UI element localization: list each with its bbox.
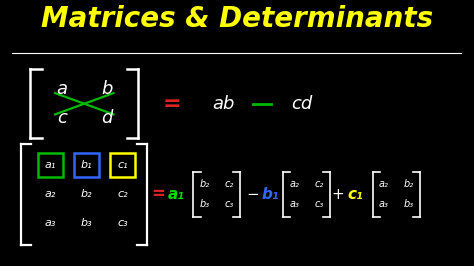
Text: c₁: c₁ [347, 187, 363, 202]
Text: =: = [163, 94, 181, 114]
Text: a₃: a₃ [45, 218, 56, 228]
Text: c₃: c₃ [117, 218, 128, 228]
Text: d: d [101, 109, 112, 127]
Text: b₁: b₁ [261, 187, 279, 202]
Text: a₂: a₂ [45, 189, 56, 199]
Text: c₃: c₃ [225, 199, 234, 209]
Text: c₂: c₂ [315, 179, 324, 189]
Text: a₂: a₂ [289, 179, 299, 189]
Text: b₃: b₃ [81, 218, 92, 228]
Text: cd: cd [292, 95, 313, 113]
Text: a₁: a₁ [45, 160, 56, 170]
Text: a₃: a₃ [289, 199, 299, 209]
Text: b₂: b₂ [404, 179, 414, 189]
Text: c: c [57, 109, 67, 127]
Text: c₂: c₂ [117, 189, 128, 199]
Text: b: b [101, 80, 112, 98]
Text: +: + [332, 187, 345, 202]
Text: c₂: c₂ [225, 179, 234, 189]
Text: c₁: c₁ [117, 160, 128, 170]
Text: b₂: b₂ [199, 179, 209, 189]
Text: b₂: b₂ [81, 189, 92, 199]
Text: −: − [246, 187, 259, 202]
Text: Matrices & Determinants: Matrices & Determinants [41, 5, 433, 33]
Text: a: a [56, 80, 67, 98]
Text: c₃: c₃ [315, 199, 324, 209]
Bar [110, 153, 135, 177]
Text: ab: ab [212, 95, 235, 113]
Text: a₃: a₃ [379, 199, 389, 209]
Bar [74, 153, 99, 177]
Text: b₁: b₁ [81, 160, 92, 170]
Bar [38, 153, 63, 177]
Text: a₁: a₁ [168, 187, 185, 202]
Text: a₂: a₂ [379, 179, 389, 189]
Text: b₃: b₃ [404, 199, 414, 209]
Text: b₃: b₃ [199, 199, 209, 209]
Text: =: = [152, 185, 165, 203]
